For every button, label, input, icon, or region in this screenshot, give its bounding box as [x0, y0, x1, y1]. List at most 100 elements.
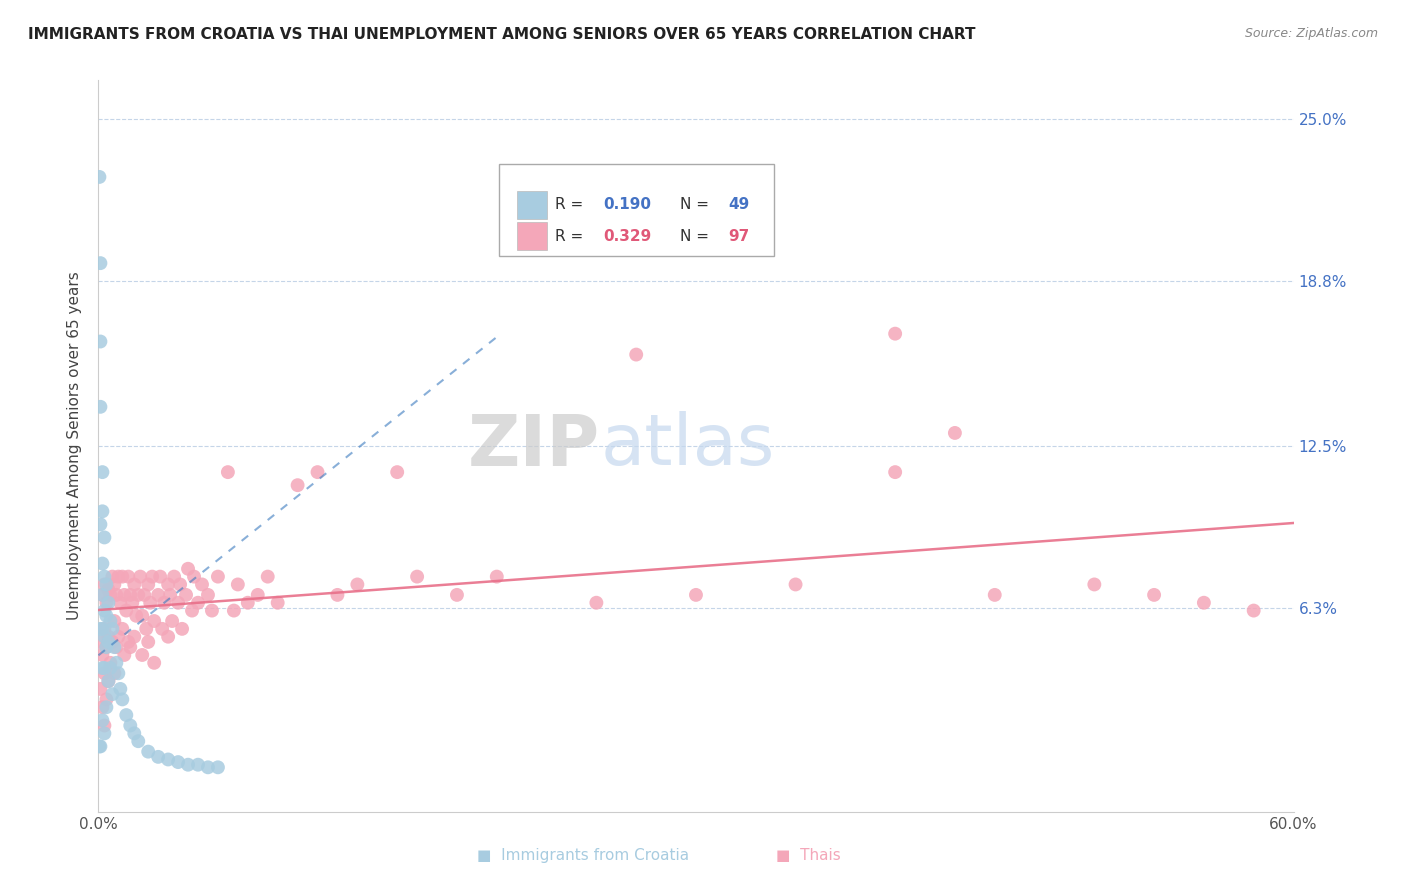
Point — [103, 666, 125, 681]
FancyBboxPatch shape — [499, 164, 773, 256]
Point — [89, 400, 111, 414]
Point — [131, 648, 153, 662]
Point — [163, 569, 186, 583]
Point — [129, 569, 152, 583]
Point — [177, 757, 200, 772]
Point — [131, 608, 153, 623]
Point — [93, 530, 115, 544]
Point — [149, 569, 172, 583]
Point — [101, 687, 124, 701]
Point — [101, 622, 124, 636]
Point — [91, 622, 114, 636]
Point — [96, 596, 118, 610]
Point — [89, 517, 111, 532]
Point — [136, 745, 159, 759]
Point — [406, 569, 429, 583]
Point — [177, 562, 200, 576]
Point — [91, 661, 114, 675]
Point — [626, 348, 648, 362]
Point — [105, 656, 128, 670]
Point — [89, 681, 111, 696]
Point — [157, 630, 180, 644]
Point — [167, 755, 190, 769]
Point — [89, 622, 111, 636]
Point — [91, 700, 114, 714]
Point — [89, 739, 111, 754]
Point — [127, 588, 149, 602]
Point — [110, 681, 132, 696]
Point — [346, 577, 368, 591]
Point — [97, 582, 120, 597]
Point — [121, 596, 143, 610]
Point — [96, 640, 118, 655]
Point — [1143, 588, 1166, 602]
Point — [256, 569, 278, 583]
Point — [105, 640, 128, 655]
Point — [97, 596, 120, 610]
Point — [93, 577, 115, 591]
Point — [98, 661, 122, 675]
Text: ZIP: ZIP — [468, 411, 600, 481]
Point — [96, 692, 118, 706]
Point — [103, 640, 125, 655]
Point — [97, 674, 120, 689]
Point — [217, 465, 239, 479]
Point — [120, 640, 142, 655]
Point — [115, 603, 138, 617]
Text: 49: 49 — [728, 197, 749, 212]
Point — [97, 674, 120, 689]
Point — [93, 622, 115, 636]
Point — [148, 588, 170, 602]
Point — [157, 577, 180, 591]
Point — [96, 608, 118, 623]
Point — [125, 608, 148, 623]
Point — [97, 630, 120, 644]
Point — [93, 661, 115, 675]
Text: R =: R = — [555, 228, 588, 244]
Point — [884, 326, 907, 341]
Point — [91, 504, 114, 518]
Point — [89, 739, 111, 754]
FancyBboxPatch shape — [517, 191, 547, 219]
FancyBboxPatch shape — [517, 222, 547, 250]
Point — [150, 622, 173, 636]
Point — [110, 596, 132, 610]
Point — [91, 714, 114, 728]
Point — [236, 596, 259, 610]
Point — [91, 465, 114, 479]
Point — [187, 596, 209, 610]
Point — [103, 577, 125, 591]
Point — [89, 635, 111, 649]
Point — [143, 656, 166, 670]
Point — [159, 588, 181, 602]
Point — [226, 577, 249, 591]
Point — [1192, 596, 1215, 610]
Point — [884, 465, 907, 479]
Point — [101, 635, 124, 649]
Point — [222, 603, 245, 617]
Point — [89, 169, 111, 184]
Text: N =: N = — [681, 197, 714, 212]
Point — [326, 588, 349, 602]
Point — [197, 588, 219, 602]
Point — [124, 630, 146, 644]
Point — [169, 577, 191, 591]
Point — [143, 614, 166, 628]
Point — [1243, 603, 1265, 617]
Point — [160, 614, 183, 628]
Point — [98, 614, 122, 628]
Point — [93, 726, 115, 740]
Point — [111, 622, 134, 636]
Point — [246, 588, 269, 602]
Text: N =: N = — [681, 228, 714, 244]
Point — [124, 726, 146, 740]
Point — [139, 596, 162, 610]
Point — [141, 569, 163, 583]
Point — [89, 256, 111, 270]
Point — [101, 569, 124, 583]
Point — [96, 640, 118, 655]
Point — [585, 596, 607, 610]
Point — [785, 577, 807, 591]
Point — [107, 630, 129, 644]
Point — [124, 577, 146, 591]
